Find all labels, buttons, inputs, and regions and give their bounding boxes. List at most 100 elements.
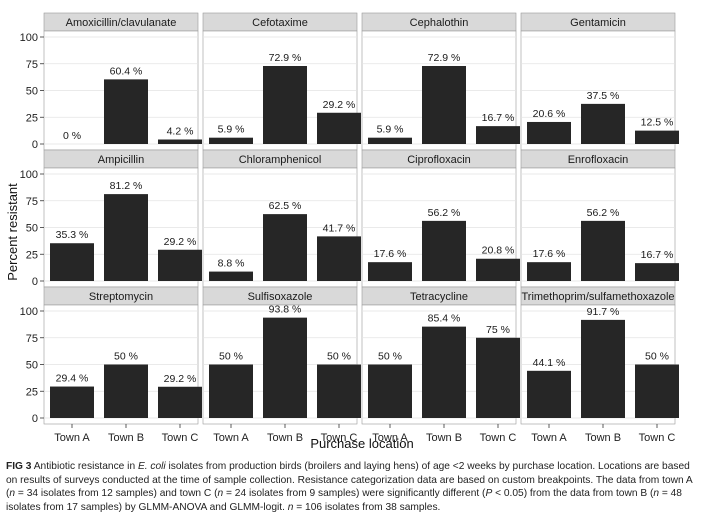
x-tick-label: Town A <box>372 432 408 444</box>
bar-value-label: 0 % <box>63 130 81 142</box>
bar-value-label: 29.4 % <box>56 373 89 385</box>
bar-value-label: 8.8 % <box>218 258 245 270</box>
bar-town-b <box>422 65 466 144</box>
y-tick-label: 75 <box>26 333 38 345</box>
y-tick-label: 100 <box>20 32 38 44</box>
bar-town-c <box>158 249 202 281</box>
bar-town-b <box>581 103 625 144</box>
chart-svg: Amoxicillin/clavulanate 0 % 60.4 % 4.2 % 0 25… <box>5 12 679 451</box>
bar-town-b <box>422 220 466 281</box>
bar-value-label: 17.6 % <box>374 248 407 260</box>
x-tick-label: Town C <box>162 432 199 444</box>
bar-value-label: 50 % <box>114 351 138 363</box>
bar-value-label: 29.2 % <box>323 99 356 111</box>
panel-title: Tetracycline <box>410 291 468 303</box>
y-tick-label: 0 <box>32 139 38 151</box>
y-tick-label: 0 <box>32 413 38 425</box>
panel-title: Amoxicillin/clavulanate <box>66 17 177 29</box>
bar-value-label: 60.4 % <box>110 65 143 77</box>
x-tick-label: Town B <box>108 432 144 444</box>
y-tick-label: 25 <box>26 386 38 398</box>
x-tick-label: Town B <box>267 432 303 444</box>
bar-town-a <box>527 370 571 418</box>
bar-value-label: 85.4 % <box>428 313 461 325</box>
bar-value-label: 4.2 % <box>167 126 194 138</box>
panel-title: Enrofloxacin <box>568 154 629 166</box>
bar-value-label: 50 % <box>378 351 402 363</box>
bar-value-label: 41.7 % <box>323 222 356 234</box>
y-tick-label: 0 <box>32 276 38 288</box>
bar-town-c <box>158 386 202 418</box>
panel-title: Ampicillin <box>98 154 144 166</box>
bar-town-a <box>50 386 94 418</box>
bar-value-label: 62.5 % <box>269 200 302 212</box>
bar-town-c <box>476 337 520 418</box>
bar-value-label: 20.8 % <box>482 245 515 257</box>
bar-value-label: 81.2 % <box>110 180 143 192</box>
bar-town-b <box>263 65 307 144</box>
bar-value-label: 29.2 % <box>164 236 197 248</box>
bar-town-c <box>317 364 361 418</box>
bar-town-b <box>104 79 148 144</box>
bar-town-c <box>317 236 361 281</box>
bar-value-label: 37.5 % <box>587 90 620 102</box>
bar-value-label: 44.1 % <box>533 357 566 369</box>
caption-n-4: n <box>287 501 294 513</box>
bar-value-label: 50 % <box>645 351 669 363</box>
bar-town-b <box>263 214 307 281</box>
y-tick-label: 50 <box>26 360 38 372</box>
panel-title: Cefotaxime <box>252 17 308 29</box>
faceted-bar-chart: Amoxicillin/clavulanate 0 % 60.4 % 4.2 % 0 25… <box>5 12 679 451</box>
bar-town-b <box>263 317 307 418</box>
bar-town-a <box>368 364 412 418</box>
caption-text-4: = 24 isolates from 9 samples) were signi… <box>223 488 486 500</box>
bar-value-label: 5.9 % <box>377 124 404 136</box>
bar-value-label: 29.2 % <box>164 373 197 385</box>
y-tick-label: 50 <box>26 223 38 235</box>
caption-p: P <box>485 488 493 500</box>
x-tick-label: Town C <box>321 432 358 444</box>
x-tick-label: Town A <box>54 432 90 444</box>
bar-value-label: 56.2 % <box>587 207 620 219</box>
x-tick-label: Town A <box>531 432 567 444</box>
x-tick-label: Town A <box>213 432 249 444</box>
bar-value-label: 20.6 % <box>533 108 566 120</box>
x-tick-label: Town B <box>426 432 462 444</box>
y-tick-label: 75 <box>26 59 38 71</box>
panel-title: Ciprofloxacin <box>407 154 471 166</box>
panel-title: Streptomycin <box>89 291 153 303</box>
caption-organism: E. coli <box>137 461 166 472</box>
y-tick-label: 75 <box>26 196 38 208</box>
bar-town-c <box>158 139 202 144</box>
x-tick-label: Town C <box>480 432 517 444</box>
bar-value-label: 75 % <box>486 324 510 336</box>
bar-town-b <box>104 194 148 281</box>
bar-value-label: 56.2 % <box>428 207 461 219</box>
bar-town-b <box>581 319 625 418</box>
panel-title: Trimethoprim/sulfamethoxazole <box>521 291 674 303</box>
bar-town-c <box>635 364 679 418</box>
y-tick-label: 25 <box>26 112 38 124</box>
bar-value-label: 17.6 % <box>533 248 566 260</box>
bar-value-label: 35.3 % <box>56 229 89 241</box>
y-tick-label: 25 <box>26 249 38 261</box>
caption-text-7: = 106 isolates from 38 samples. <box>293 501 441 513</box>
bar-value-label: 50 % <box>219 351 243 363</box>
caption-text-3: = 34 isolates from 12 samples) and town … <box>15 488 218 500</box>
x-tick-label: Town B <box>585 432 621 444</box>
y-axis-title: Percent resistant <box>5 183 20 281</box>
bar-town-a <box>209 271 253 281</box>
y-tick-label: 50 <box>26 86 38 98</box>
caption-text-1: Antibiotic resistance in <box>31 461 138 472</box>
x-axis-title: Purchase location <box>310 436 413 451</box>
caption-text-5: < 0.05) from the data from town B ( <box>492 488 654 500</box>
bar-town-a <box>368 262 412 281</box>
bar-town-b <box>422 326 466 418</box>
bar-town-b <box>581 220 625 281</box>
caption-text-6: = 48 isolates from 17 samples) by GLMM-A… <box>6 488 682 513</box>
bar-town-a <box>527 121 571 144</box>
bar-town-c <box>635 130 679 144</box>
bar-value-label: 72.9 % <box>269 52 302 64</box>
bar-town-a <box>368 137 412 144</box>
figure-caption: FIG 3 Antibiotic resistance in E. coli i… <box>6 460 701 514</box>
